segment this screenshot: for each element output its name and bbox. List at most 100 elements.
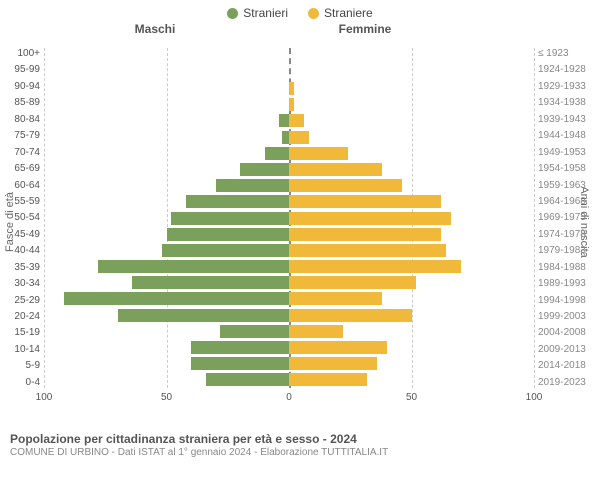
age-label: 65-69 [4, 163, 40, 174]
bar-female [289, 82, 294, 95]
x-tick-label: 0 [286, 392, 292, 403]
header-female: Femmine [260, 22, 520, 36]
birth-label: 1969-1973 [538, 212, 596, 223]
bar-male [132, 276, 289, 289]
bar-female [289, 260, 461, 273]
bar-female [289, 341, 387, 354]
bar-male [265, 147, 290, 160]
bar-female [289, 244, 446, 257]
bar-female [289, 373, 367, 386]
age-label: 50-54 [4, 212, 40, 223]
birth-label: 2014-2018 [538, 360, 596, 371]
legend: Stranieri Straniere [0, 0, 600, 22]
y-axis-left-labels: 100+ 95-99 90-94 85-89 80-84 75-79 70-74 65-69 6… [4, 48, 40, 388]
bar-female [289, 179, 402, 192]
bar-male [191, 341, 289, 354]
legend-item-male: Stranieri [227, 6, 288, 20]
age-label: 0-4 [4, 377, 40, 388]
chart-subtitle: COMUNE DI URBINO - Dati ISTAT al 1° genn… [0, 446, 600, 458]
bar-male [191, 357, 289, 370]
birth-label: 2019-2023 [538, 377, 596, 388]
age-label: 35-39 [4, 262, 40, 273]
age-label: 15-19 [4, 327, 40, 338]
bar-female [289, 131, 309, 144]
bar-male [167, 228, 290, 241]
bar-male [162, 244, 289, 257]
birth-label: 1959-1963 [538, 180, 596, 191]
birth-label: 1954-1958 [538, 163, 596, 174]
bar-male [282, 131, 289, 144]
birth-label: 1994-1998 [538, 295, 596, 306]
chart-title: Popolazione per cittadinanza straniera p… [0, 426, 600, 446]
bar-male [64, 292, 289, 305]
birth-label: 1984-1988 [538, 262, 596, 273]
bar-male [186, 195, 289, 208]
x-tick-label: 50 [161, 392, 172, 403]
age-label: 10-14 [4, 344, 40, 355]
bar-female [289, 357, 377, 370]
age-label: 25-29 [4, 295, 40, 306]
birth-label: 1934-1938 [538, 97, 596, 108]
bar-male [220, 325, 289, 338]
birth-label: 1979-1983 [538, 245, 596, 256]
legend-label-male: Stranieri [243, 6, 288, 20]
bar-male [240, 163, 289, 176]
male-swatch [227, 8, 238, 19]
bar-female [289, 163, 382, 176]
bar-female [289, 292, 382, 305]
birth-label: 1999-2003 [538, 311, 596, 322]
birth-label: 1929-1933 [538, 81, 596, 92]
birth-label: 1974-1978 [538, 229, 596, 240]
female-swatch [308, 8, 319, 19]
age-label: 85-89 [4, 97, 40, 108]
age-label: 100+ [4, 48, 40, 59]
chart: Fasce di età Anni di nascita 100+95-9990… [0, 36, 600, 426]
age-label: 80-84 [4, 114, 40, 125]
age-label: 70-74 [4, 147, 40, 158]
age-label: 5-9 [4, 360, 40, 371]
x-tick-label: 100 [36, 392, 53, 403]
birth-label: 1989-1993 [538, 278, 596, 289]
age-label: 90-94 [4, 81, 40, 92]
age-label: 40-44 [4, 245, 40, 256]
legend-label-female: Straniere [324, 6, 373, 20]
bar-female [289, 228, 441, 241]
age-label: 20-24 [4, 311, 40, 322]
bar-female [289, 147, 348, 160]
birth-label: 2009-2013 [538, 344, 596, 355]
bar-male [118, 309, 290, 322]
bar-male [206, 373, 289, 386]
bar-male [98, 260, 289, 273]
bar-female [289, 325, 343, 338]
age-label: 30-34 [4, 278, 40, 289]
age-label: 55-59 [4, 196, 40, 207]
header-male: Maschi [0, 22, 260, 36]
gridline [167, 48, 168, 388]
x-tick-label: 100 [526, 392, 543, 403]
birth-label: 1944-1948 [538, 130, 596, 141]
gridline [534, 48, 535, 388]
birth-label: 1924-1928 [538, 64, 596, 75]
age-label: 75-79 [4, 130, 40, 141]
birth-label: 1939-1943 [538, 114, 596, 125]
age-label: 45-49 [4, 229, 40, 240]
bar-female [289, 309, 412, 322]
birth-label: 1964-1968 [538, 196, 596, 207]
bar-female [289, 276, 416, 289]
bar-female [289, 98, 294, 111]
bar-female [289, 114, 304, 127]
bar-male [171, 212, 289, 225]
y-axis-right-labels: ≤ 19231924-19281929-19331934-19381939-19… [538, 48, 596, 388]
gridline [44, 48, 45, 388]
x-tick-label: 50 [406, 392, 417, 403]
column-headers: Maschi Femmine [0, 22, 600, 36]
plot-area [44, 48, 534, 388]
x-axis: 10050050100 [44, 392, 534, 406]
legend-item-female: Straniere [308, 6, 373, 20]
bar-male [279, 114, 289, 127]
bar-female [289, 212, 451, 225]
bar-female [289, 195, 441, 208]
age-label: 60-64 [4, 180, 40, 191]
age-label: 95-99 [4, 64, 40, 75]
bar-male [216, 179, 290, 192]
